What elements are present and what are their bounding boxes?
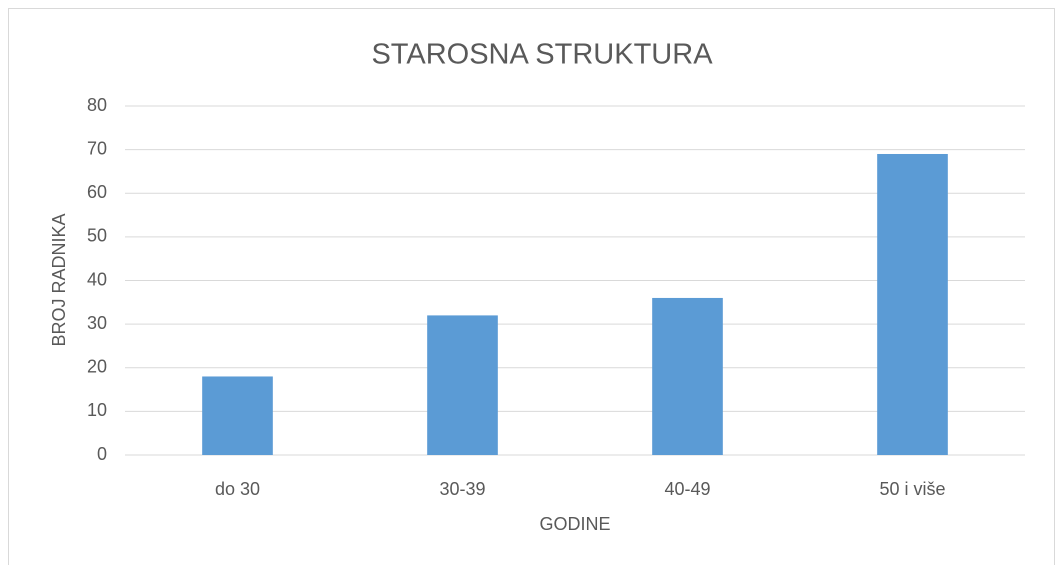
x-tick-label: 30-39 [439,479,485,499]
y-tick-label: 10 [87,400,107,420]
chart-title: STAROSNA STRUKTURA [371,39,713,71]
bar [202,376,273,455]
y-axis-label: BROJ RADNIKA [49,213,69,346]
y-tick-label: 0 [97,444,107,464]
bar [652,297,723,455]
bar [877,153,948,456]
y-tick-label: 60 [87,182,107,202]
y-tick-label: 80 [87,95,107,115]
x-tick-label: 50 i više [879,479,945,499]
y-tick-label: 70 [87,138,107,158]
y-tick-label: 50 [87,226,107,246]
y-tick-label: 30 [87,313,107,333]
y-tick-label: 40 [87,269,107,289]
y-tick-label: 20 [87,357,107,377]
x-tick-label: 40-49 [664,479,710,499]
x-axis-label: GODINE [539,514,610,534]
x-tick-label: do 30 [215,479,260,499]
bar [427,315,498,455]
